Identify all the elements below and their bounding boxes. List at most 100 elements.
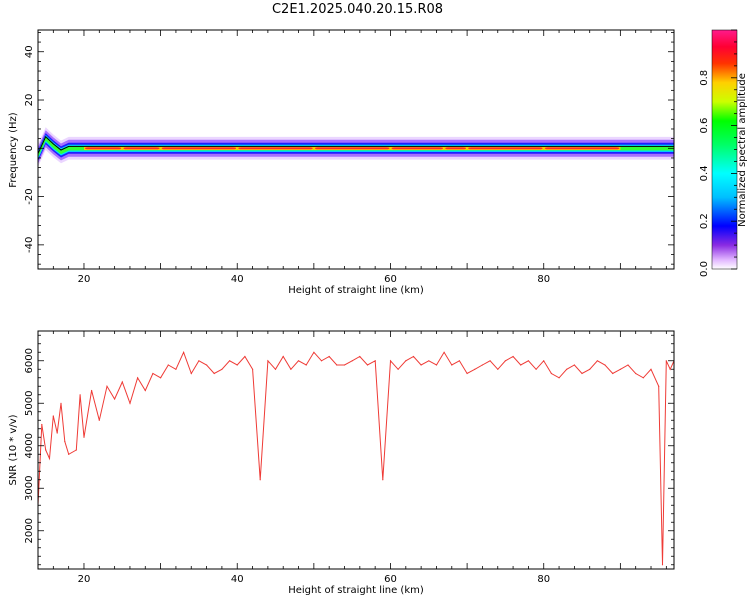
- snr-point: [550, 372, 553, 375]
- colorbar-tick-label: 0.2: [699, 213, 710, 229]
- snr-point: [83, 436, 85, 438]
- snr-point: [374, 360, 376, 362]
- snr-point: [566, 368, 568, 370]
- snr-point: [428, 360, 430, 362]
- snr-point: [443, 351, 445, 353]
- spectrogram-plot-frame: [37, 29, 675, 270]
- snr-point: [56, 432, 58, 434]
- spectrogram-panel: 20 40 60 80 -40 -20 0 20 40 Height of straight …: [8, 29, 675, 296]
- snr-point: [64, 440, 66, 443]
- snr-point: [91, 389, 93, 392]
- snr-point: [642, 377, 644, 379]
- snr-point: [144, 389, 146, 392]
- snr-point: [504, 360, 506, 362]
- snr-point: [267, 360, 269, 362]
- snr-point: [320, 360, 323, 362]
- spectrogram-y-tick-label: 20: [24, 94, 35, 107]
- spectrogram-y-ticks: -40 -20 0 20 40: [24, 32, 674, 265]
- snr-point: [512, 355, 514, 358]
- snr-point: [106, 385, 108, 387]
- snr-point: [183, 351, 185, 353]
- snr-line: [38, 350, 674, 565]
- snr-point: [535, 368, 537, 370]
- snr-point: [481, 364, 483, 366]
- ridge-peak-core: [123, 147, 160, 150]
- snr-y-axis-label: SNR (10 * v/v): [8, 414, 19, 485]
- snr-x-tick-label: 80: [537, 574, 550, 585]
- snr-point: [558, 377, 560, 379]
- ridge-outline: [38, 135, 674, 154]
- snr-point: [313, 351, 315, 353]
- ridge-peak-core: [391, 147, 444, 150]
- snr-x-ticks: 20 40 60 80: [37, 331, 667, 585]
- snr-point: [451, 364, 453, 366]
- snr-point: [435, 364, 438, 366]
- snr-point: [489, 360, 491, 362]
- snr-point: [573, 364, 576, 366]
- snr-point: [244, 355, 246, 358]
- snr-point: [229, 360, 231, 362]
- snr-point: [129, 402, 131, 404]
- snr-point: [175, 368, 177, 370]
- snr-point: [397, 368, 399, 370]
- snr-point: [343, 364, 346, 366]
- snr-point: [297, 360, 300, 362]
- snr-point: [665, 360, 667, 362]
- colorbar-tick-label: 0.6: [699, 118, 710, 134]
- ridge-peak-core: [314, 147, 390, 150]
- snr-point: [114, 398, 116, 400]
- snr-point: [160, 377, 162, 379]
- snr-point: [596, 360, 599, 362]
- snr-y-ticks: 2000 3000 4000 5000 6000: [24, 334, 674, 566]
- snr-point: [206, 364, 208, 366]
- colorbar-ticks: 0.0 0.2 0.4 0.6 0.8: [699, 29, 737, 277]
- snr-point: [466, 372, 468, 375]
- spectrogram-y-tick-label: -20: [24, 188, 35, 204]
- snr-point: [589, 368, 591, 370]
- snr-y-tick-label: 4000: [24, 433, 35, 458]
- snr-point: [52, 415, 54, 417]
- snr-point: [497, 368, 499, 370]
- spectrogram-y-tick-label: -40: [24, 237, 35, 253]
- spectrogram-x-tick-label: 60: [384, 274, 397, 285]
- snr-point: [661, 564, 664, 566]
- snr-point: [137, 377, 139, 379]
- snr-y-tick-label: 6000: [24, 348, 35, 373]
- ridge-peak-core: [161, 147, 237, 150]
- snr-x-tick-label: 40: [231, 574, 244, 585]
- colorbar: 0.0 0.2 0.4 0.6 0.8 Normalized spectral ampl…: [699, 29, 748, 277]
- snr-point: [581, 372, 583, 375]
- snr-point: [98, 419, 100, 421]
- colorbar-tick-label: 0.8: [699, 70, 710, 86]
- spectrogram-x-tick-label: 20: [78, 274, 91, 285]
- snr-point: [351, 360, 353, 362]
- colorbar-tick-label: 0.0: [699, 261, 710, 277]
- snr-point: [75, 449, 77, 451]
- colorbar-label: Normalized spectral amplitude: [737, 73, 748, 227]
- snr-point: [650, 368, 652, 370]
- chart-title: C2E1.2025.040.20.15.R08: [271, 2, 444, 17]
- snr-point: [198, 360, 200, 362]
- snr-point: [328, 355, 330, 358]
- snr-point: [635, 372, 637, 375]
- snr-y-tick-label: 3000: [24, 476, 35, 501]
- colorbar-tick-label: 0.4: [699, 165, 710, 181]
- snr-plot-frame: [37, 330, 675, 570]
- snr-point: [619, 368, 622, 370]
- ridge-peak-core: [84, 147, 122, 150]
- snr-point: [190, 372, 192, 375]
- snr-point: [236, 364, 238, 366]
- snr-point: [420, 364, 422, 366]
- spectrogram-y-tick-label: 0: [24, 145, 35, 151]
- snr-point: [474, 368, 476, 370]
- snr-point: [669, 368, 671, 370]
- snr-point: [45, 449, 47, 451]
- snr-point: [612, 372, 614, 375]
- snr-y-tick-label: 5000: [24, 391, 35, 416]
- ridge-peak-core: [445, 147, 467, 150]
- snr-point: [405, 360, 407, 362]
- snr-panel: 20 40 60 80 2000 3000 4000 5000 6000 Height of …: [8, 330, 675, 596]
- snr-x-tick-label: 20: [78, 574, 91, 585]
